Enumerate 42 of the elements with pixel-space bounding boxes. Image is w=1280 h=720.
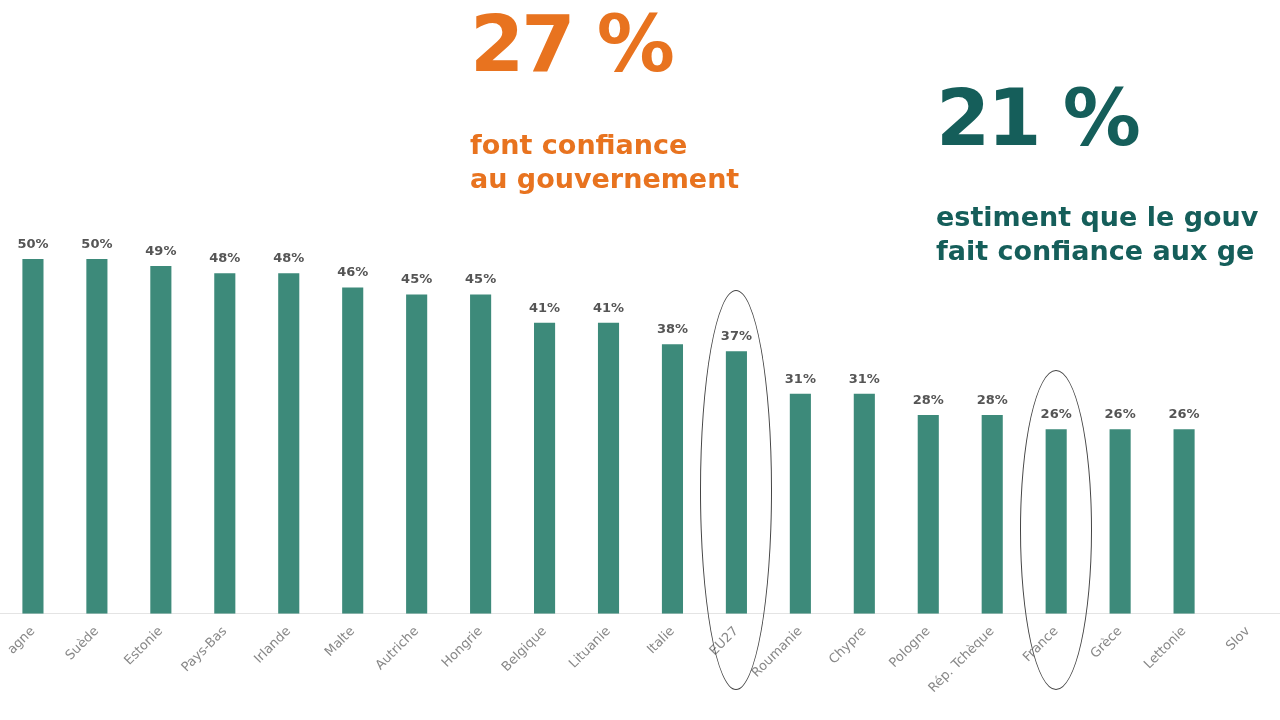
- data-label: 28%: [976, 391, 1008, 407]
- data-label: 48%: [273, 250, 305, 266]
- data-label: 49%: [145, 242, 177, 258]
- data-label: 26%: [1168, 406, 1200, 422]
- bar: [1173, 429, 1195, 614]
- bar: [22, 259, 44, 614]
- bar: [1045, 429, 1067, 614]
- annotation: estiment que le gouv fait confiance aux ge: [936, 200, 1259, 268]
- bar: [534, 322, 556, 614]
- bar: [917, 415, 939, 614]
- bar: [86, 259, 108, 614]
- bar: [789, 393, 811, 614]
- bar: [214, 273, 236, 614]
- text: font confiance au gouvernement: [470, 128, 740, 196]
- bar: [1109, 429, 1131, 614]
- data-label: 45%: [465, 271, 497, 287]
- bar: [470, 294, 492, 614]
- bar: [661, 344, 684, 614]
- data-label: 26%: [1040, 406, 1072, 422]
- data-label: 41%: [529, 299, 561, 315]
- bar: [597, 322, 620, 614]
- data-label: 38%: [656, 321, 689, 337]
- bar: [150, 266, 172, 614]
- text: 27 %: [470, 0, 672, 89]
- data-label: 50%: [81, 235, 113, 251]
- data-label: 31%: [784, 370, 816, 386]
- bar: [725, 351, 747, 614]
- data-label: 26%: [1104, 406, 1136, 422]
- data-label: 31%: [848, 370, 880, 386]
- bar: [278, 273, 300, 614]
- bar: [406, 294, 428, 614]
- data-label: 50%: [17, 235, 49, 251]
- data-label: 37%: [720, 328, 752, 344]
- data-label: 46%: [337, 264, 369, 280]
- bar: [981, 415, 1003, 614]
- bar: [853, 393, 875, 614]
- data-label: 45%: [401, 271, 433, 287]
- text: 21 %: [936, 73, 1138, 163]
- data-label: 28%: [912, 391, 944, 407]
- data-label: 48%: [209, 250, 241, 266]
- data-label: 41%: [592, 299, 625, 315]
- bar: [342, 287, 364, 614]
